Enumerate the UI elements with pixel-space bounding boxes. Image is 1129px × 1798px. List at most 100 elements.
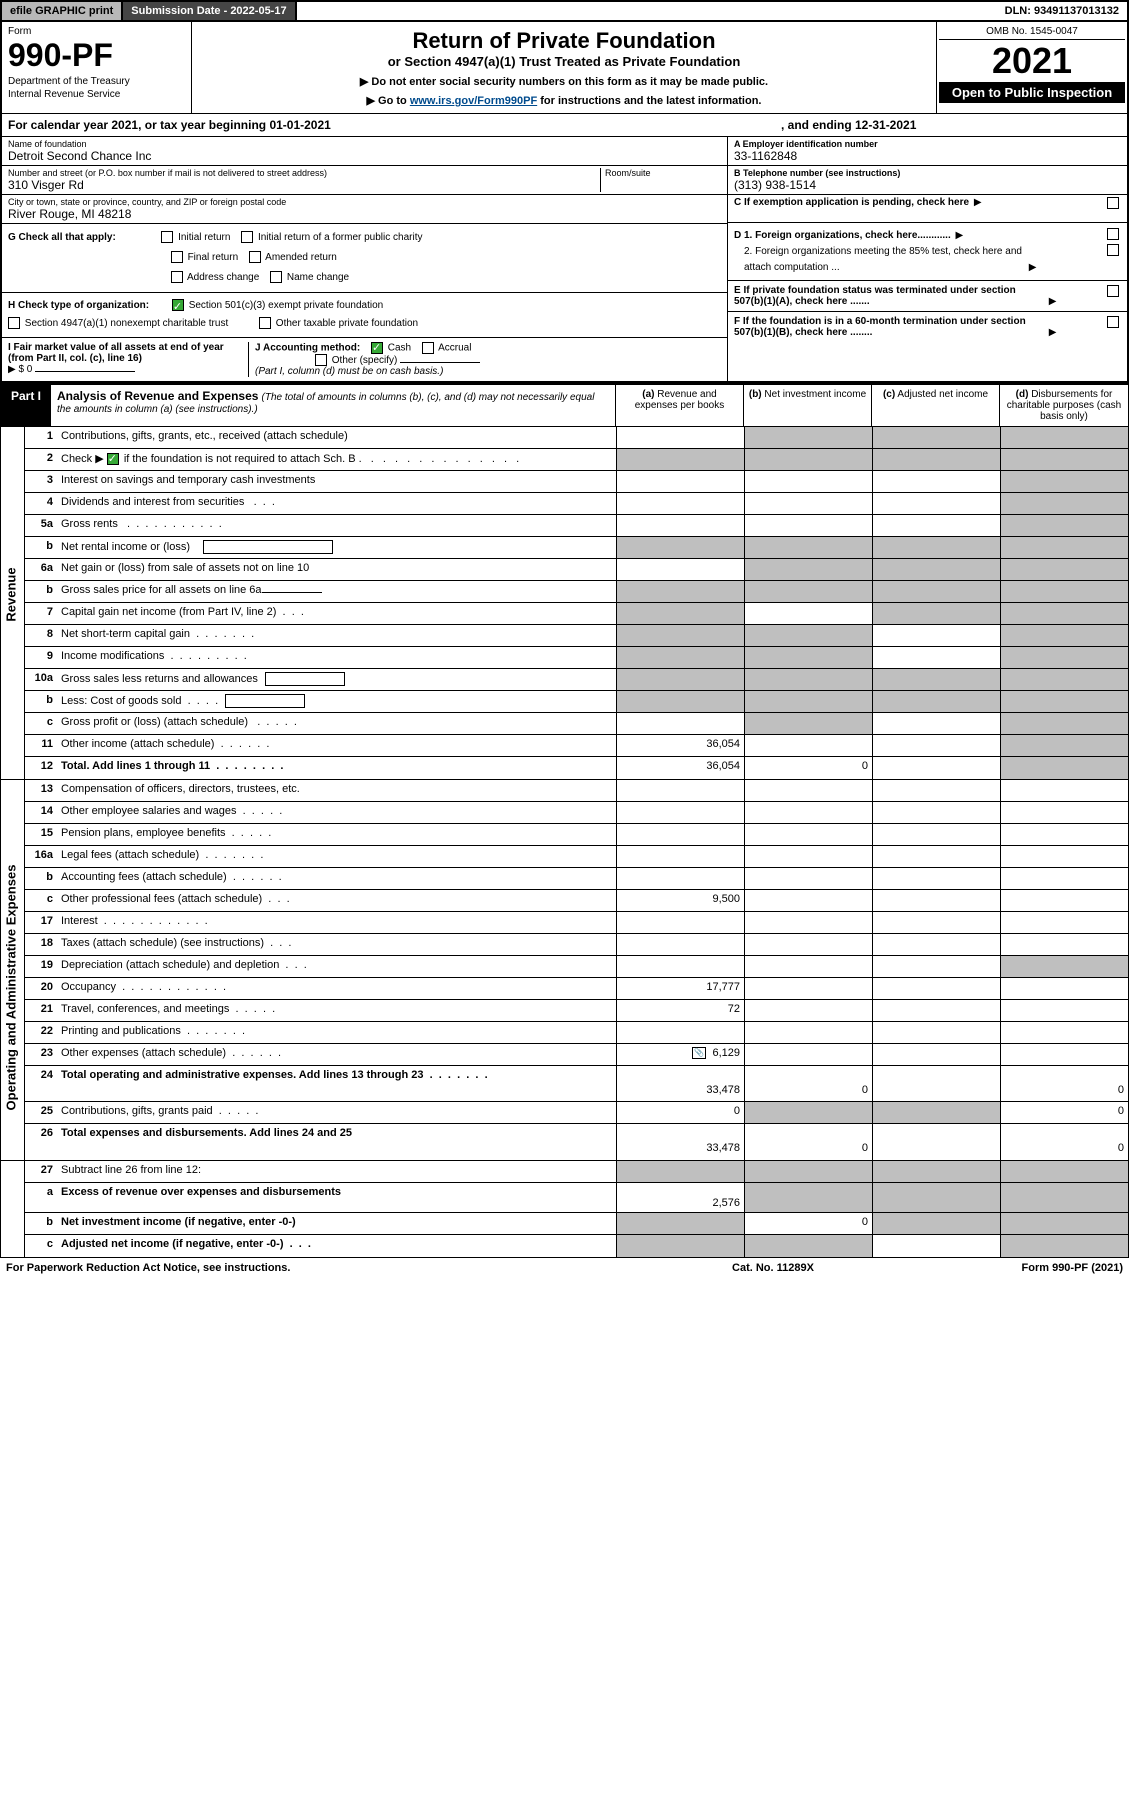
topbar-spacer bbox=[297, 2, 997, 20]
dept-treasury: Department of the Treasury bbox=[8, 76, 185, 87]
revenue-section: Revenue 1Contributions, gifts, grants, e… bbox=[0, 427, 1129, 780]
row-12: 12Total. Add lines 1 through 11 . . . . … bbox=[25, 757, 1128, 779]
row-5b: bNet rental income or (loss) bbox=[25, 537, 1128, 559]
row-3: 3Interest on savings and temporary cash … bbox=[25, 471, 1128, 493]
section-i-j: I Fair market value of all assets at end… bbox=[2, 338, 727, 381]
form-number: 990-PF bbox=[8, 37, 185, 74]
checkbox-final-return[interactable] bbox=[171, 251, 183, 263]
footer-cat-no: Cat. No. 11289X bbox=[623, 1262, 923, 1274]
row-5a: 5aGross rents . . . . . . . . . . . bbox=[25, 515, 1128, 537]
row-17: 17Interest . . . . . . . . . . . . bbox=[25, 912, 1128, 934]
form-label: Form bbox=[8, 26, 185, 37]
form-note-1: ▶ Do not enter social security numbers o… bbox=[198, 75, 930, 88]
irs-link[interactable]: www.irs.gov/Form990PF bbox=[410, 95, 537, 107]
identity-block: Name of foundation Detroit Second Chance… bbox=[0, 137, 1129, 224]
col-a-header: (a) Revenue and expenses per books bbox=[616, 385, 744, 426]
row-20: 20Occupancy . . . . . . . . . . . .17,77… bbox=[25, 978, 1128, 1000]
form-title: Return of Private Foundation bbox=[198, 28, 930, 54]
row-27b: bNet investment income (if negative, ent… bbox=[25, 1213, 1128, 1235]
row-6a: 6aNet gain or (loss) from sale of assets… bbox=[25, 559, 1128, 581]
checkbox-former-public[interactable] bbox=[241, 231, 253, 243]
row-22: 22Printing and publications . . . . . . … bbox=[25, 1022, 1128, 1044]
row-6b: bGross sales price for all assets on lin… bbox=[25, 581, 1128, 603]
row-27a: aExcess of revenue over expenses and dis… bbox=[25, 1183, 1128, 1213]
row-2: 2Check ▶ if the foundation is not requir… bbox=[25, 449, 1128, 471]
part1-title: Analysis of Revenue and Expenses bbox=[57, 389, 258, 403]
row-16c: cOther professional fees (attach schedul… bbox=[25, 890, 1128, 912]
row-27: 27Subtract line 26 from line 12: bbox=[25, 1161, 1128, 1183]
tax-year: 2021 bbox=[939, 40, 1125, 82]
row-4: 4Dividends and interest from securities … bbox=[25, 493, 1128, 515]
calendar-year-row: For calendar year 2021, or tax year begi… bbox=[0, 114, 1129, 137]
part1-header: Part I Analysis of Revenue and Expenses … bbox=[0, 383, 1129, 427]
checkbox-address-change[interactable] bbox=[171, 271, 183, 283]
row-26: 26Total expenses and disbursements. Add … bbox=[25, 1124, 1128, 1160]
row-7: 7Capital gain net income (from Part IV, … bbox=[25, 603, 1128, 625]
checkbox-sch-b[interactable] bbox=[107, 453, 119, 465]
col-c-header: (c) Adjusted net income bbox=[872, 385, 1000, 426]
checkbox-name-change[interactable] bbox=[270, 271, 282, 283]
address-row: Number and street (or P.O. box number if… bbox=[2, 166, 727, 195]
row-11: 11Other income (attach schedule) . . . .… bbox=[25, 735, 1128, 757]
expenses-section: Operating and Administrative Expenses 13… bbox=[0, 780, 1129, 1161]
section-g: G Check all that apply: Initial return I… bbox=[2, 224, 727, 293]
checkbox-other-taxable[interactable] bbox=[259, 317, 271, 329]
form-subtitle: or Section 4947(a)(1) Trust Treated as P… bbox=[198, 54, 930, 69]
efile-label: efile GRAPHIC print bbox=[2, 2, 123, 20]
row-19: 19Depreciation (attach schedule) and dep… bbox=[25, 956, 1128, 978]
cal-ending: , and ending 12-31-2021 bbox=[781, 118, 1121, 132]
row-24: 24Total operating and administrative exp… bbox=[25, 1066, 1128, 1102]
section-e: E If private foundation status was termi… bbox=[728, 281, 1127, 312]
page-footer: For Paperwork Reduction Act Notice, see … bbox=[0, 1258, 1129, 1278]
checkbox-f[interactable] bbox=[1107, 316, 1119, 328]
cal-beginning: For calendar year 2021, or tax year begi… bbox=[8, 118, 781, 132]
row-16b: bAccounting fees (attach schedule) . . .… bbox=[25, 868, 1128, 890]
ein-row: A Employer identification number 33-1162… bbox=[728, 137, 1127, 166]
col-d-header: (d) Disbursements for charitable purpose… bbox=[1000, 385, 1128, 426]
section-f: F If the foundation is in a 60-month ter… bbox=[728, 312, 1127, 342]
form-note-2: ▶ Go to www.irs.gov/Form990PF for instru… bbox=[198, 94, 930, 107]
col-b-header: (b) Net investment income bbox=[744, 385, 872, 426]
footer-form-ref: Form 990-PF (2021) bbox=[923, 1262, 1123, 1274]
checks-block: G Check all that apply: Initial return I… bbox=[0, 224, 1129, 383]
row-10b: bLess: Cost of goods sold . . . . bbox=[25, 691, 1128, 713]
row-10a: 10aGross sales less returns and allowanc… bbox=[25, 669, 1128, 691]
checkbox-501c3[interactable] bbox=[172, 299, 184, 311]
year-block: OMB No. 1545-0047 2021 Open to Public In… bbox=[937, 22, 1127, 113]
arrow-icon: ▶ bbox=[974, 197, 982, 208]
section-d: D 1. Foreign organizations, check here..… bbox=[728, 224, 1127, 281]
form-number-block: Form 990-PF Department of the Treasury I… bbox=[2, 22, 192, 113]
topbar: efile GRAPHIC print Submission Date - 20… bbox=[0, 0, 1129, 22]
city-row: City or town, state or province, country… bbox=[2, 195, 727, 224]
row-16a: 16aLegal fees (attach schedule) . . . . … bbox=[25, 846, 1128, 868]
checkbox-e[interactable] bbox=[1107, 285, 1119, 297]
checkbox-amended[interactable] bbox=[249, 251, 261, 263]
row-18: 18Taxes (attach schedule) (see instructi… bbox=[25, 934, 1128, 956]
submission-date: Submission Date - 2022-05-17 bbox=[123, 2, 296, 20]
revenue-side-label: Revenue bbox=[4, 565, 19, 625]
form-header: Form 990-PF Department of the Treasury I… bbox=[0, 22, 1129, 114]
checkbox-d2[interactable] bbox=[1107, 244, 1119, 256]
dln: DLN: 93491137013132 bbox=[997, 2, 1127, 20]
checkbox-accrual[interactable] bbox=[422, 342, 434, 354]
checkbox-other-method[interactable] bbox=[315, 354, 327, 366]
row-25: 25Contributions, gifts, grants paid . . … bbox=[25, 1102, 1128, 1124]
row-23: 23Other expenses (attach schedule) . . .… bbox=[25, 1044, 1128, 1066]
row-1: 1Contributions, gifts, grants, etc., rec… bbox=[25, 427, 1128, 449]
attachment-icon[interactable]: 📎 bbox=[692, 1047, 706, 1059]
checkbox-4947a1[interactable] bbox=[8, 317, 20, 329]
section-c-row: C If exemption application is pending, c… bbox=[728, 195, 1127, 223]
checkbox-d1[interactable] bbox=[1107, 228, 1119, 240]
checkbox-initial-return[interactable] bbox=[161, 231, 173, 243]
row-8: 8Net short-term capital gain . . . . . .… bbox=[25, 625, 1128, 647]
form-title-block: Return of Private Foundation or Section … bbox=[192, 22, 937, 113]
checkbox-c[interactable] bbox=[1107, 197, 1119, 209]
row-13: 13Compensation of officers, directors, t… bbox=[25, 780, 1128, 802]
checkbox-cash[interactable] bbox=[371, 342, 383, 354]
expenses-side-label: Operating and Administrative Expenses bbox=[4, 858, 19, 1118]
footer-paperwork: For Paperwork Reduction Act Notice, see … bbox=[6, 1262, 623, 1274]
row-10c: cGross profit or (loss) (attach schedule… bbox=[25, 713, 1128, 735]
row-15: 15Pension plans, employee benefits . . .… bbox=[25, 824, 1128, 846]
row27-section: 27Subtract line 26 from line 12: aExcess… bbox=[0, 1161, 1129, 1258]
row-9: 9Income modifications . . . . . . . . . bbox=[25, 647, 1128, 669]
